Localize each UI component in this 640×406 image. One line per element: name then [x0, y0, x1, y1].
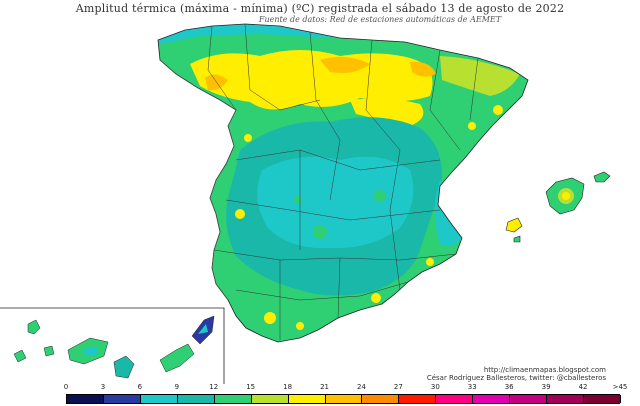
- legend-swatch: [325, 395, 363, 403]
- legend-swatch: [584, 395, 621, 403]
- credit-url: http://climaenmapas.blogspot.com: [483, 366, 606, 374]
- credit-author: César Rodríguez Ballesteros, twitter: @c…: [426, 374, 606, 382]
- legend-tick: 33: [467, 383, 477, 391]
- legend-swatch: [547, 395, 585, 403]
- legend-tick: 9: [174, 383, 180, 391]
- legend-tick: 6: [137, 383, 143, 391]
- legend-tick: 30: [430, 383, 440, 391]
- legend-tick-labels: 0 3 6 9 12 15 18 21 24 27 30 33 36 39 42 >45: [0, 383, 640, 393]
- legend-tick: 18: [283, 383, 293, 391]
- legend-tick: 0: [63, 383, 69, 391]
- balearic-islands: [505, 171, 611, 243]
- legend-tick: 24: [356, 383, 366, 391]
- color-legend: [66, 394, 621, 404]
- legend-tick: 21: [320, 383, 329, 391]
- legend-tick: 42: [578, 383, 588, 391]
- legend-tick: >45: [612, 383, 628, 391]
- canary-islands-inset: [0, 307, 225, 384]
- legend-tick: 3: [100, 383, 106, 391]
- map-subtitle: Fuente de datos: Red de estaciones autom…: [258, 15, 502, 24]
- legend-swatch: [362, 395, 400, 403]
- legend-tick: 15: [246, 383, 256, 391]
- legend-swatch: [177, 395, 215, 403]
- portugal-outline: [159, 59, 237, 301]
- legend-swatch: [67, 395, 104, 403]
- legend-swatch: [473, 395, 511, 403]
- legend-tick: 39: [541, 383, 551, 391]
- legend-swatch: [399, 395, 437, 403]
- legend-swatch: [510, 395, 548, 403]
- legend-swatch: [288, 395, 326, 403]
- legend-swatch: [436, 395, 474, 403]
- legend-tick: 36: [504, 383, 514, 391]
- legend-swatch: [103, 395, 141, 403]
- legend-swatch: [214, 395, 252, 403]
- legend-swatch: [251, 395, 289, 403]
- legend-tick: 27: [393, 383, 403, 391]
- legend-swatch: [140, 395, 178, 403]
- mainland-spain: [157, 23, 529, 343]
- map-title: Amplitud térmica (máxima - mínima) (ºC) …: [75, 2, 565, 15]
- legend-tick: 12: [209, 383, 219, 391]
